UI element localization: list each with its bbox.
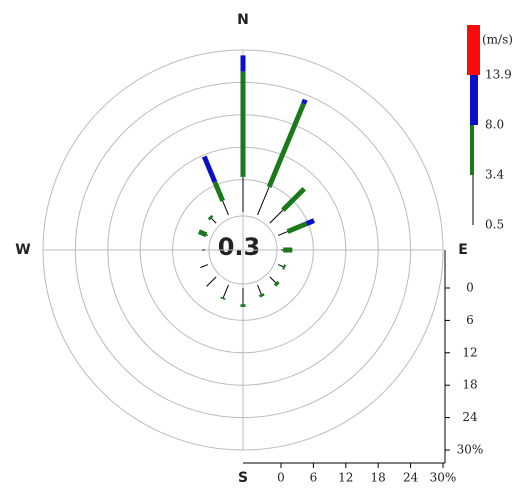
wind-segment [220, 296, 226, 301]
y-tick-label: 18 [462, 378, 477, 392]
wind-segment [206, 234, 209, 236]
calm-label: 0.3 [218, 233, 261, 261]
legend-swatch [470, 75, 478, 125]
x-tick-label: 18 [371, 471, 386, 485]
direction-label: E [458, 242, 468, 258]
wind-segment [207, 214, 214, 221]
wind-segment [277, 231, 288, 236]
wind-segment [269, 276, 276, 283]
wind-segment [200, 264, 209, 269]
wind-segment [257, 284, 262, 295]
wind-segment [212, 181, 225, 202]
y-tick-label: 30% [457, 443, 484, 457]
y-tick-label: 0 [466, 281, 474, 295]
x-tick-label: 0 [277, 471, 285, 485]
wind-segment [286, 221, 308, 234]
wind-segment [281, 186, 307, 212]
x-tick-label: 24 [403, 471, 419, 485]
legend-swatch [470, 125, 474, 175]
wind-segment [222, 284, 229, 298]
direction-label: N [237, 12, 249, 28]
legend-label: 13.9 [485, 68, 512, 82]
wind-segment [211, 218, 217, 224]
wind-segment [257, 186, 270, 216]
wind-segment [201, 155, 218, 183]
legend-label: 0.5 [485, 218, 504, 232]
direction-label: W [15, 242, 30, 258]
y-tick-label: 12 [462, 345, 477, 359]
wind-segment [273, 280, 280, 287]
wind-segment [282, 264, 287, 270]
legend-label: 8.0 [485, 118, 504, 132]
x-tick-label: 12 [338, 471, 353, 485]
wind-segment [301, 98, 308, 105]
direction-label: S [238, 470, 248, 486]
x-tick-label: 30% [430, 471, 457, 485]
wind-segment [277, 264, 284, 268]
wind-segment [222, 200, 229, 216]
y-tick-label: 6 [466, 313, 474, 327]
wind-segment [206, 276, 217, 287]
y-tick-label: 24 [462, 410, 478, 424]
legend-label: 3.4 [485, 168, 504, 182]
wind-segment [305, 218, 315, 226]
x-tick-label: 6 [310, 471, 318, 485]
wind-segment [197, 229, 208, 238]
legend-swatch [467, 25, 480, 75]
wind-segment [266, 102, 306, 188]
legend-unit: (m/s) [482, 33, 513, 47]
wind-segment [269, 209, 284, 224]
wind-segment [258, 293, 265, 298]
